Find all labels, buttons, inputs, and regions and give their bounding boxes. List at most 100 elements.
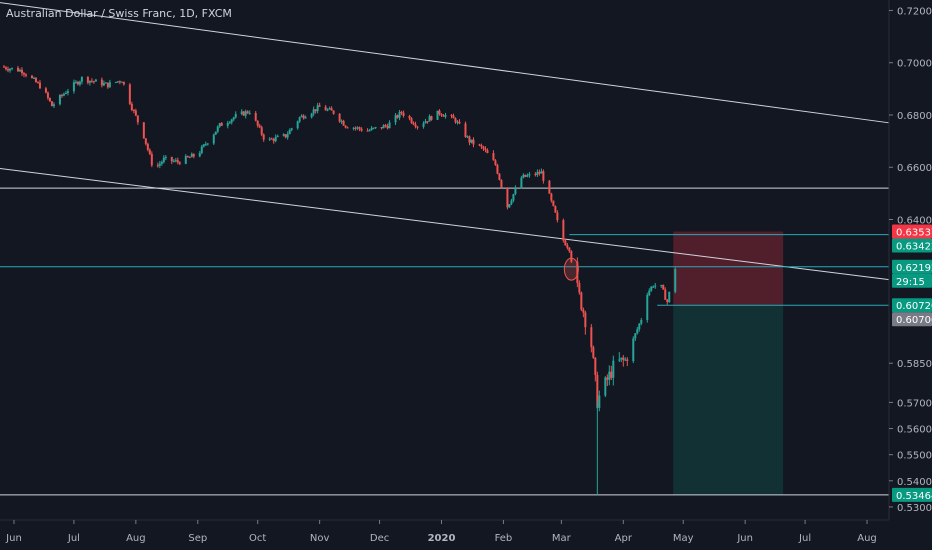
- candle-body: [72, 82, 75, 92]
- candle-body: [162, 157, 165, 162]
- risk-zone: [673, 231, 784, 306]
- candle-body: [232, 117, 235, 120]
- candle-body: [202, 144, 205, 147]
- time-tick-label: Dec: [370, 533, 389, 544]
- candle-body: [332, 110, 335, 114]
- candle-body: [254, 113, 257, 121]
- candle-body: [214, 131, 217, 135]
- candle-body: [144, 138, 147, 144]
- candle-body: [230, 119, 233, 123]
- time-tick-label: Jun: [5, 533, 22, 544]
- candle-body: [442, 115, 445, 117]
- ellipse-marker[interactable]: [563, 257, 579, 281]
- candle-body: [90, 80, 93, 82]
- candle-body: [598, 395, 601, 408]
- candle-body: [342, 120, 345, 126]
- candle-body: [184, 156, 187, 164]
- candle-body: [550, 193, 553, 201]
- candle-body: [100, 79, 103, 86]
- candle-body: [106, 82, 109, 88]
- chart-title: Australian Dollar / Swiss Franc, 1D, FXC…: [6, 7, 232, 20]
- price-badge-label: 0.63422: [896, 242, 932, 253]
- candle-body: [482, 146, 485, 149]
- candle-body: [304, 117, 307, 119]
- candle-body: [262, 134, 265, 140]
- candlestick-series: [2, 65, 677, 495]
- candle-body: [226, 122, 229, 126]
- price-badge-label: 0.53464: [896, 491, 932, 502]
- candle-body: [528, 173, 531, 176]
- candle-body: [522, 174, 525, 178]
- candle-body: [634, 333, 637, 339]
- candle-body: [150, 153, 153, 166]
- candle-body: [668, 291, 671, 302]
- candle-body: [148, 149, 151, 154]
- candle-body: [178, 162, 181, 164]
- candle-body: [218, 123, 221, 127]
- candle-body: [666, 299, 669, 302]
- candle-body: [556, 212, 559, 221]
- candle-body: [310, 113, 313, 118]
- time-tick-label: Apr: [615, 533, 633, 544]
- candle-body: [626, 359, 629, 362]
- candle-body: [192, 153, 195, 157]
- candle-body: [562, 220, 565, 241]
- time-tick-label: Aug: [126, 533, 146, 544]
- candle-body: [302, 115, 305, 119]
- candle-body: [258, 125, 261, 128]
- candle-body: [312, 109, 315, 114]
- candle-body: [344, 125, 347, 128]
- candle-body: [316, 105, 319, 112]
- candle-body: [10, 67, 13, 69]
- time-tick-label: Jul: [67, 533, 80, 544]
- candle-body: [360, 128, 363, 131]
- candle-body: [270, 138, 273, 140]
- candle-body: [34, 77, 37, 83]
- candle-body: [328, 108, 331, 110]
- candle-body: [604, 377, 607, 396]
- drawing-lines[interactable]: [0, 2, 890, 496]
- candle-body: [374, 127, 377, 129]
- candle-body: [454, 118, 457, 123]
- candle-body: [578, 283, 581, 293]
- candle-body: [346, 127, 349, 129]
- candle-body: [662, 284, 665, 290]
- candle-body: [244, 111, 247, 116]
- candle-body: [120, 81, 123, 83]
- candle-body: [44, 88, 47, 93]
- candle-body: [422, 123, 425, 127]
- candle-body: [52, 104, 55, 107]
- candle-body: [122, 81, 125, 85]
- time-tick-label: Mar: [552, 533, 572, 544]
- candle-body: [16, 67, 19, 72]
- candle-body: [358, 127, 361, 129]
- candle-body: [414, 124, 417, 127]
- candle-body: [354, 127, 357, 129]
- candle-body: [130, 103, 133, 110]
- candle-body: [648, 290, 651, 295]
- time-tick-label: Oct: [249, 533, 266, 544]
- candle-body: [654, 285, 657, 287]
- candle-body: [200, 146, 203, 154]
- candle-body: [246, 111, 249, 114]
- short-position-tool[interactable]: [673, 231, 784, 495]
- candle-body: [610, 371, 613, 378]
- time-tick-label: May: [673, 533, 694, 544]
- time-tick-label: Nov: [310, 533, 330, 544]
- time-tick-label: Sep: [188, 533, 207, 544]
- candle-body: [272, 138, 275, 142]
- candle-body: [22, 73, 25, 75]
- candle-body: [424, 121, 427, 124]
- candle-body: [174, 160, 177, 162]
- candle-body: [50, 101, 53, 107]
- candle-body: [534, 173, 537, 175]
- time-axis[interactable]: Jun Jul Aug Sep Oct Nov Dec 2020 Feb Mar Apr May Jun…: [5, 520, 877, 544]
